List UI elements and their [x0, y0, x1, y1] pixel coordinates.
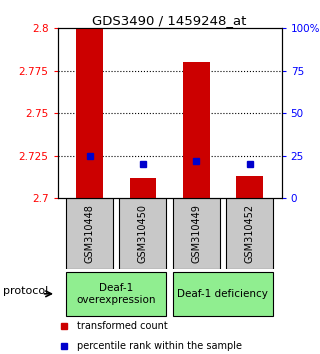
- Text: GSM310452: GSM310452: [244, 204, 255, 263]
- Bar: [236, 176, 263, 198]
- Text: GSM310448: GSM310448: [84, 204, 95, 263]
- Bar: [66, 198, 113, 269]
- Text: GSM310449: GSM310449: [191, 204, 201, 263]
- Bar: [226, 198, 273, 269]
- Bar: [173, 272, 273, 316]
- Bar: [130, 178, 156, 198]
- Bar: [119, 198, 166, 269]
- Bar: [173, 198, 220, 269]
- Text: protocol: protocol: [3, 286, 48, 296]
- Text: transformed count: transformed count: [77, 321, 168, 331]
- Bar: [183, 62, 210, 198]
- Bar: [66, 272, 166, 316]
- Text: percentile rank within the sample: percentile rank within the sample: [77, 341, 242, 351]
- Bar: [76, 28, 103, 198]
- Text: Deaf-1
overexpression: Deaf-1 overexpression: [76, 283, 156, 305]
- Text: Deaf-1 deficiency: Deaf-1 deficiency: [178, 289, 268, 299]
- Text: GSM310450: GSM310450: [138, 204, 148, 263]
- Title: GDS3490 / 1459248_at: GDS3490 / 1459248_at: [92, 14, 247, 27]
